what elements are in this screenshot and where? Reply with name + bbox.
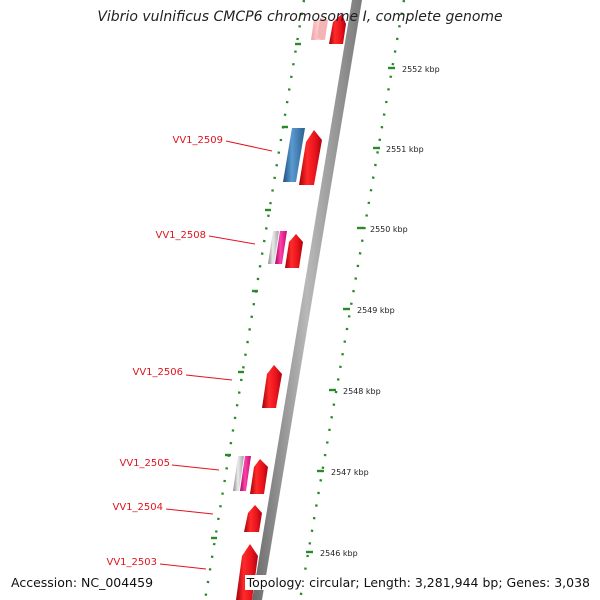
tick-label-2550: 2550 kbp	[370, 225, 408, 234]
gene-features	[233, 14, 346, 600]
gene-feature	[250, 459, 268, 494]
gene-feature-blue	[283, 128, 305, 182]
gene-feature-pale	[317, 18, 328, 40]
gene-feature-magenta	[275, 231, 287, 264]
gene-feature-grey	[233, 456, 244, 491]
gene-feature-grey	[268, 231, 279, 264]
tick-label-2546: 2546 kbp	[320, 549, 358, 558]
tick-label-2548: 2548 kbp	[343, 387, 381, 396]
tick-label-2551: 2551 kbp	[386, 145, 424, 154]
gene-feature	[262, 365, 282, 408]
genome-summary: Topology: circular; Length: 3,281,944 bp…	[244, 575, 592, 590]
gene-label-vv1-2509: VV1_2509	[173, 135, 224, 146]
gene-feature	[329, 14, 346, 44]
scale-track-outer	[298, 0, 406, 600]
inner-track-marks	[211, 42, 301, 540]
gene-feature	[244, 505, 262, 532]
tick-label-2549: 2549 kbp	[357, 306, 395, 315]
gene-leader-lines	[159, 140, 273, 570]
gene-label-vv1-2504: VV1_2504	[113, 502, 164, 513]
gene-feature	[285, 234, 303, 268]
map-title: Vibrio vulnificus CMCP6 chromosome I, co…	[97, 9, 503, 25]
tick-label-2547: 2547 kbp	[331, 468, 369, 477]
gene-label-vv1-2506: VV1_2506	[133, 367, 184, 378]
gene-feature-magenta	[240, 456, 251, 491]
gene-label-vv1-2505: VV1_2505	[120, 458, 171, 469]
genome-backbone	[252, 0, 362, 600]
accession-label: Accession: NC_004459	[9, 575, 156, 590]
gene-label-vv1-2508: VV1_2508	[156, 230, 207, 241]
gene-label-vv1-2503: VV1_2503	[107, 557, 158, 568]
tick-label-2552: 2552 kbp	[402, 65, 440, 74]
scale-ticks	[306, 66, 395, 554]
gene-feature	[299, 130, 322, 185]
